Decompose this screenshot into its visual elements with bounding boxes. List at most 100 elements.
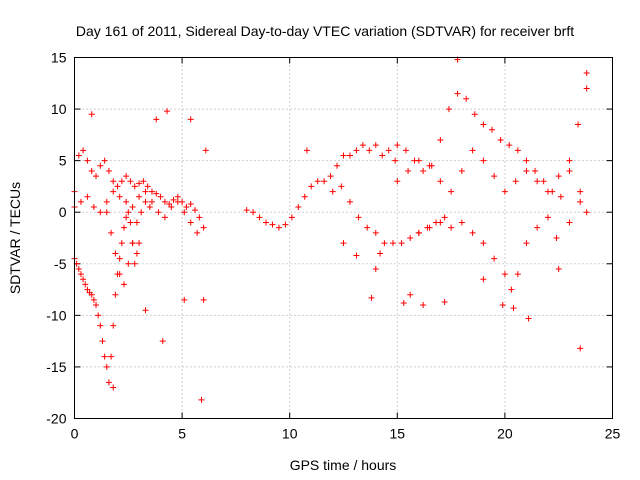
data-point bbox=[359, 142, 366, 149]
data-point bbox=[263, 219, 270, 226]
data-point bbox=[153, 190, 160, 197]
data-point bbox=[181, 296, 188, 303]
data-point bbox=[155, 209, 162, 216]
data-point bbox=[394, 142, 401, 149]
data-point bbox=[123, 173, 130, 180]
data-point bbox=[583, 69, 590, 76]
data-point bbox=[183, 204, 190, 211]
data-point bbox=[198, 396, 205, 403]
data-point bbox=[566, 219, 573, 226]
data-point bbox=[288, 214, 295, 221]
data-point bbox=[88, 291, 95, 298]
data-point bbox=[437, 219, 444, 226]
data-point bbox=[338, 183, 345, 190]
data-point bbox=[471, 111, 478, 118]
data-point bbox=[368, 294, 375, 301]
data-point bbox=[523, 240, 530, 247]
data-point bbox=[129, 240, 136, 247]
data-point bbox=[90, 296, 97, 303]
data-point bbox=[514, 147, 521, 154]
x-tick-label: 15 bbox=[390, 426, 406, 442]
series-cluster-early-loop bbox=[103, 198, 153, 288]
data-point bbox=[103, 363, 110, 370]
data-point bbox=[140, 178, 147, 185]
data-point bbox=[118, 240, 125, 247]
data-point bbox=[97, 209, 104, 216]
y-axis-label: SDTVAR / TECUs bbox=[7, 182, 23, 294]
series-outliers bbox=[88, 56, 590, 403]
data-point bbox=[161, 214, 168, 221]
data-point bbox=[75, 265, 82, 272]
data-point bbox=[77, 271, 84, 278]
data-point bbox=[202, 147, 209, 154]
data-point bbox=[491, 173, 498, 180]
data-point bbox=[534, 178, 541, 185]
data-point bbox=[301, 193, 308, 200]
data-point bbox=[308, 183, 315, 190]
data-point bbox=[84, 286, 91, 293]
data-point bbox=[480, 121, 487, 128]
y-tick-label: 0 bbox=[59, 204, 67, 220]
data-point bbox=[458, 219, 465, 226]
data-point bbox=[327, 173, 334, 180]
data-point bbox=[168, 204, 175, 211]
data-point bbox=[441, 298, 448, 305]
data-point bbox=[136, 193, 143, 200]
data-point bbox=[491, 255, 498, 262]
data-point bbox=[142, 188, 149, 195]
data-point bbox=[170, 196, 177, 203]
data-point bbox=[415, 157, 422, 164]
data-point bbox=[77, 198, 84, 205]
x-tick-label: 0 bbox=[71, 426, 79, 442]
y-tick-label: 10 bbox=[51, 101, 67, 117]
data-point bbox=[159, 338, 166, 345]
data-point bbox=[392, 157, 399, 164]
data-point bbox=[120, 281, 127, 288]
x-tick-labels: 0 5 10 15 20 25 bbox=[71, 426, 621, 442]
data-point bbox=[480, 276, 487, 283]
data-point bbox=[583, 85, 590, 92]
series-cluster-mid-lower bbox=[329, 183, 448, 247]
data-point bbox=[75, 152, 82, 159]
data-point bbox=[346, 198, 353, 205]
data-point bbox=[544, 214, 551, 221]
data-point bbox=[334, 162, 341, 169]
data-point bbox=[166, 200, 173, 207]
data-point bbox=[508, 286, 515, 293]
data-point bbox=[469, 147, 476, 154]
data-point bbox=[415, 229, 422, 236]
data-point bbox=[555, 173, 562, 180]
data-point bbox=[512, 178, 519, 185]
data-point bbox=[420, 167, 427, 174]
data-point bbox=[346, 152, 353, 159]
data-point bbox=[566, 157, 573, 164]
series-cluster-early-lower bbox=[71, 209, 143, 386]
data-point bbox=[381, 240, 388, 247]
data-point bbox=[458, 167, 465, 174]
data-point bbox=[99, 338, 106, 345]
data-point bbox=[97, 322, 104, 329]
data-point bbox=[133, 219, 140, 226]
data-point bbox=[118, 178, 125, 185]
data-point bbox=[480, 240, 487, 247]
data-point bbox=[514, 271, 521, 278]
data-point bbox=[340, 240, 347, 247]
data-point bbox=[437, 137, 444, 144]
data-point bbox=[364, 224, 371, 231]
data-point bbox=[93, 173, 100, 180]
data-point bbox=[103, 209, 110, 216]
data-point bbox=[110, 188, 117, 195]
series-cluster-late-upper bbox=[394, 85, 590, 200]
data-point bbox=[133, 250, 140, 257]
data-point bbox=[192, 207, 199, 214]
data-point bbox=[282, 221, 289, 228]
series-cluster-mid bbox=[243, 142, 399, 231]
data-point bbox=[577, 198, 584, 205]
data-point bbox=[321, 178, 328, 185]
data-point bbox=[553, 235, 560, 241]
plot-frame bbox=[74, 57, 613, 419]
series-cluster-early-middle bbox=[71, 188, 201, 236]
y-tick-label: 5 bbox=[59, 153, 67, 169]
series-cluster-late-middle bbox=[394, 147, 584, 195]
data-point bbox=[532, 167, 539, 174]
